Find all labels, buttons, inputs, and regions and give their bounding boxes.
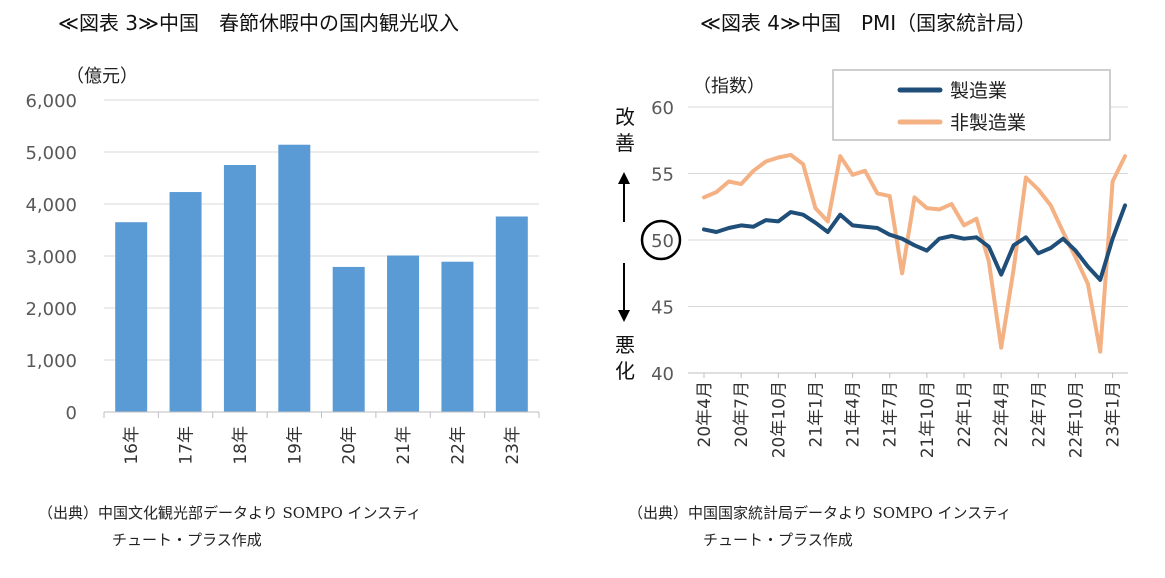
- left-y-tick-label: 4,000: [25, 195, 77, 216]
- left-y-tick-label: 1,000: [25, 351, 77, 372]
- fifty-highlight-circle: [640, 219, 682, 261]
- left-category-label: 21年: [394, 426, 414, 465]
- right-x-tick-label: 21年10月: [918, 381, 938, 458]
- left-source-line2: チュート・プラス作成: [112, 531, 262, 549]
- down-arrow-icon: [618, 263, 630, 322]
- left-category-label: 18年: [231, 426, 251, 465]
- left-category-label: 20年: [340, 426, 360, 465]
- left-y-tick-label: 6,000: [25, 91, 77, 112]
- right-x-tick-label: 23年1月: [1104, 381, 1124, 447]
- left-source-line1: （出典）中国文化観光部データより SOMPO インスティ: [38, 504, 421, 522]
- right-x-tick-label: 20年4月: [695, 381, 715, 447]
- bar-21年: [387, 255, 420, 412]
- series-line-非製造業: [702, 152, 1127, 354]
- left-unit-label: （億元）: [66, 66, 138, 87]
- left-category-label: 23年: [503, 426, 523, 465]
- up-arrow-icon: [618, 172, 630, 222]
- right-y-tick-label: 55: [651, 165, 674, 186]
- right-series-lines: [702, 152, 1127, 354]
- bar-23年: [495, 216, 528, 412]
- left-category-label: 16年: [122, 426, 142, 465]
- right-chart-title: ≪図表 4≫中国 PMI（国家統計局）: [700, 11, 1036, 35]
- right-x-tick-labels: 20年4月 20年7月 20年10月 21年1月 21年4月 21年7月 21年10月 22年…: [695, 373, 1124, 458]
- improve-label: 改善: [615, 105, 635, 155]
- worsen-label: 悪化: [615, 333, 635, 383]
- right-source-line1: （出典）中国国家統計局データより SOMPO インスティ: [628, 504, 1011, 522]
- left-gridlines: [104, 99, 539, 361]
- right-x-tick-label: 21年4月: [844, 381, 864, 447]
- left-y-tick-labels: 0 1,000 2,000 3,000 4,000 5,000 6,000: [25, 91, 77, 424]
- right-y-tick-labels: 40 45 50 55 60: [651, 98, 674, 385]
- left-bars: [115, 144, 528, 412]
- left-panel: ≪図表 3≫中国 春節休暇中の国内観光収入 （億元） 0 1,000 2,000 3,…: [25, 11, 540, 549]
- legend-label: 非製造業: [950, 112, 1026, 134]
- legend-box: [832, 69, 1111, 141]
- right-y-tick-label: 50: [651, 231, 674, 252]
- left-category-label: 17年: [177, 426, 197, 465]
- right-y-tick-label: 40: [651, 364, 674, 385]
- left-category-label: 19年: [285, 426, 305, 465]
- legend-label: 製造業: [950, 80, 1007, 102]
- right-x-tick-label: 22年10月: [1066, 381, 1086, 458]
- right-x-tick-label: 21年1月: [806, 381, 826, 447]
- series-line-製造業: [702, 203, 1127, 282]
- right-unit-label: （指数）: [693, 76, 765, 97]
- bar-20年: [332, 266, 365, 412]
- bar-22年: [441, 261, 474, 412]
- left-category-labels: 16年 17年 18年 19年 20年 21年 22年 23年: [122, 426, 523, 465]
- left-x-tick-marks: [103, 412, 540, 418]
- right-panel: ≪図表 4≫中国 PMI（国家統計局） （指数） 40 45 50 55 60 20年4…: [615, 11, 1128, 549]
- right-x-tick-label: 22年7月: [1029, 381, 1049, 447]
- right-x-tick-label: 22年1月: [955, 381, 975, 447]
- right-x-tick-label: 20年10月: [769, 381, 789, 458]
- right-x-tick-label: 21年7月: [881, 381, 901, 447]
- left-chart-title: ≪図表 3≫中国 春節休暇中の国内観光収入: [58, 11, 459, 35]
- bar-19年: [278, 144, 311, 412]
- right-y-tick-label: 60: [651, 98, 674, 119]
- left-y-tick-label: 2,000: [25, 299, 77, 320]
- bar-16年: [115, 222, 148, 412]
- right-x-tick-label: 22年4月: [992, 381, 1012, 447]
- bar-17年: [169, 192, 202, 412]
- right-source-line2: チュート・プラス作成: [703, 531, 853, 549]
- right-y-tick-label: 45: [651, 298, 674, 319]
- right-x-tick-label: 20年7月: [732, 381, 752, 447]
- left-category-label: 22年: [448, 426, 468, 465]
- left-y-tick-label: 3,000: [25, 247, 77, 268]
- left-y-tick-label: 5,000: [25, 143, 77, 164]
- bar-18年: [223, 165, 256, 412]
- left-y-tick-label: 0: [66, 403, 77, 424]
